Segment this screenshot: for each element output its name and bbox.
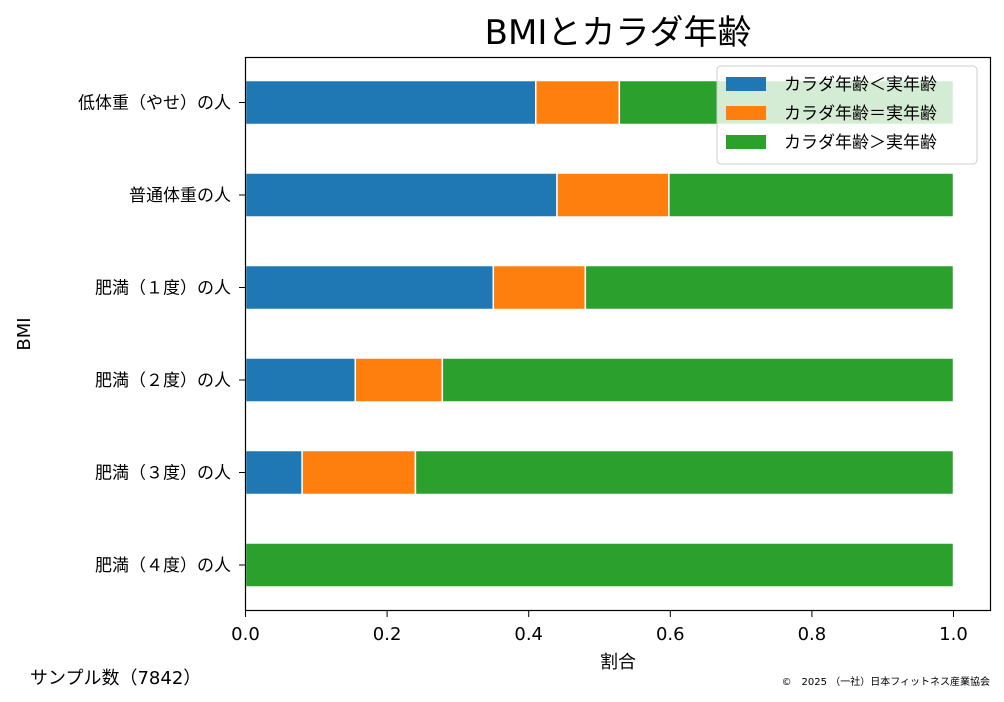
bar-segment-3-row-4 [441,357,955,403]
bar-segment-2-row-4 [354,357,444,403]
bar-segment-3-row-2 [668,172,955,218]
bar-segment-3-row-5 [414,449,955,496]
y-axis-label: BMI [14,317,35,350]
x-tick-label: 0.0 [231,624,260,645]
chart-title: BMIとカラダ年齢 [485,13,752,53]
x-tick-label: 0.2 [373,624,402,645]
y-axis-ticks: 低体重（やせ）の人普通体重の人肥満（１度）の人肥満（２度）の人肥満（３度）の人肥… [78,94,246,576]
legend-label: カラダ年齢＜実年齢 [784,75,937,95]
plot-frame [244,56,992,612]
bar-segment-2-row-1 [535,79,621,126]
x-axis-label: 割合 [600,652,636,673]
legend-swatch [726,135,766,149]
y-tick-label: 肥満（３度）の人 [95,464,231,484]
bar-segment-2-row-3 [492,264,587,311]
legend-swatch [726,77,766,91]
y-tick-label: 肥満（１度）の人 [95,279,231,299]
bar-segment-1-row-3 [244,264,495,311]
x-axis-ticks: 0.0 0.2 0.4 0.6 0.8 1.0 [231,610,968,645]
bar-segment-3-row-3 [584,264,955,311]
bar-segment-1-row-4 [244,357,356,403]
bar-segment-1-row-1 [244,79,537,126]
y-tick-label: 低体重（やせ）の人 [78,94,231,114]
legend-box [716,65,978,165]
y-tick-label: 肥満（２度）の人 [95,371,231,391]
x-tick-label: 1.0 [939,624,968,645]
bar-segment-2-row-2 [556,172,670,218]
bar-segment-3-row-6 [244,542,955,588]
y-tick-label: 肥満（４度）の人 [95,556,231,576]
copyright-notice: © 2025 （一社）日本フィットネス産業協会 [781,677,990,688]
legend-label: カラダ年齢＝実年齢 [784,104,937,124]
x-tick-label: 0.8 [798,624,827,645]
y-tick-label: 普通体重の人 [129,186,231,206]
x-tick-label: 0.4 [514,624,543,645]
legend-swatch [726,106,766,120]
sample-size-label: サンプル数（7842） [30,668,202,689]
x-tick-label: 0.6 [656,624,685,645]
bar-segment-1-row-5 [244,449,303,496]
legend-label: カラダ年齢＞実年齢 [784,133,937,153]
bar-segment-1-row-2 [244,172,558,218]
bar-segment-2-row-5 [301,449,417,496]
